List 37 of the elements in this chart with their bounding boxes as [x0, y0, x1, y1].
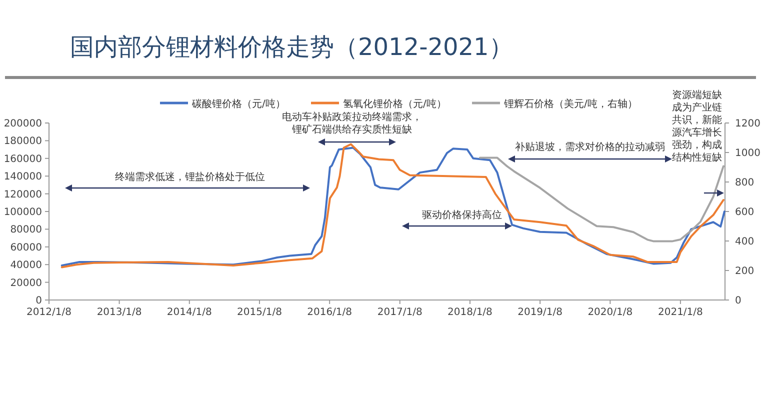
y-tick-label: 60000 [10, 242, 42, 254]
y2-tick-label: 1200 [735, 118, 760, 130]
y-tick-label: 120000 [4, 189, 42, 200]
x-tick-label: 2012/1/8 [26, 307, 72, 318]
y-tick-label: 0 [36, 296, 42, 306]
chart-title: 国内部分锂材料价格走势（2012-2021） [70, 33, 513, 61]
x-tick-label: 2021/1/8 [658, 307, 703, 318]
annotation: 终端需求低迷，锂盐价格处于低位 [115, 171, 265, 183]
x-tick-label: 2018/1/8 [448, 307, 492, 318]
x-tick-label: 2016/1/8 [307, 307, 352, 318]
y-tick-label: 140000 [4, 172, 42, 183]
y-tick-label: 100000 [4, 207, 42, 218]
y-tick-label: 40000 [10, 260, 42, 272]
y2-tick-label: 200 [735, 266, 754, 277]
y2-tick-label: 0 [735, 296, 742, 306]
y2-tick-label: 400 [735, 236, 754, 248]
y2-tick-label: 1000 [735, 148, 760, 159]
y-tick-label: 200000 [4, 118, 42, 130]
y2-tick-label: 800 [735, 178, 754, 188]
x-tick-label: 2014/1/8 [166, 307, 212, 318]
y-tick-label: 180000 [4, 136, 42, 148]
x-tick-label: 2017/1/8 [377, 307, 422, 318]
y2-tick-label: 600 [735, 207, 754, 218]
legend-label: 氢氧化锂价格（元/吨） [343, 98, 446, 110]
x-tick-label: 2019/1/8 [518, 307, 563, 318]
annotation: 资源端短缺成为产业链共识，新能源汽车增长强劲，构成结构性短缺 [672, 89, 722, 164]
legend-label: 锂辉石价格（美元/吨，右轴） [503, 98, 638, 110]
y-tick-label: 80000 [10, 224, 42, 236]
x-tick-label: 2020/1/8 [588, 307, 633, 318]
annotation: 电动车补贴政策拉动终端需求，锂矿石端供给存实质性短缺 [282, 111, 422, 136]
annotation: 补贴退坡，需求对价格的拉动减弱 [515, 141, 665, 153]
annotation: 驱动价格保持高位 [422, 209, 502, 221]
legend-label: 碳酸锂价格（元/吨） [191, 98, 286, 110]
y-tick-label: 160000 [4, 154, 42, 165]
y-tick-label: 20000 [10, 278, 42, 289]
x-tick-label: 2013/1/8 [96, 307, 142, 318]
x-tick-label: 2015/1/8 [237, 307, 282, 318]
